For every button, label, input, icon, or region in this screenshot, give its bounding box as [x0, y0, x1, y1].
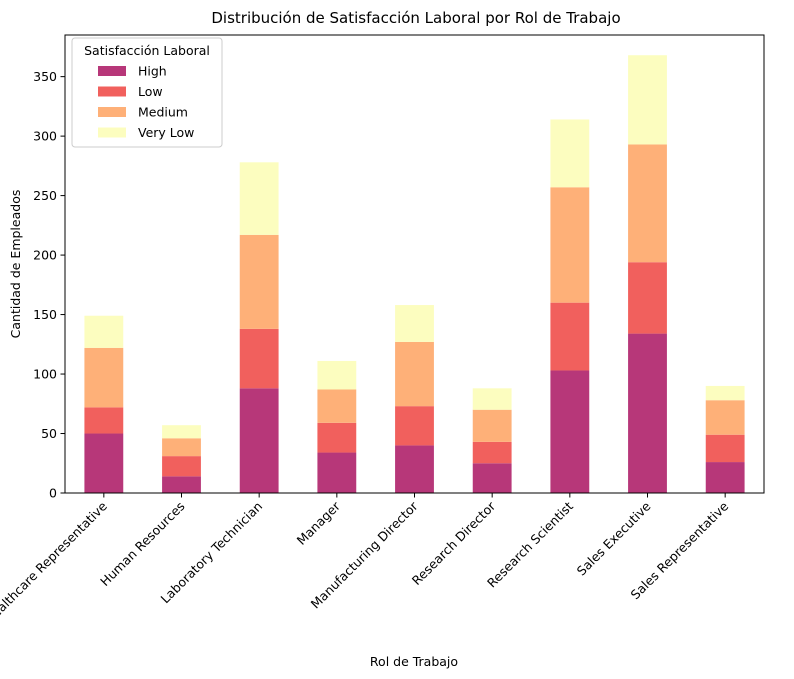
bar-medium-7 [628, 144, 667, 263]
y-axis-title: Cantidad de Empleados [8, 190, 23, 339]
bar-low-6 [550, 302, 590, 371]
bar-high-3 [317, 452, 357, 493]
axes-frame [64, 34, 765, 494]
x-tick-label: Healthcare Representative [0, 498, 110, 627]
legend-label: High [138, 64, 167, 79]
y-tick-label: 0 [49, 486, 57, 501]
legend-swatch [98, 107, 126, 117]
x-axis-title: Rol de Trabajo [370, 654, 458, 669]
bar-high-2 [239, 388, 279, 493]
x-tick-label: Research Director [409, 498, 499, 588]
legend-swatch [98, 86, 126, 97]
y-tick-label: 150 [33, 307, 57, 322]
bar-low-7 [628, 262, 667, 334]
bar-low-1 [162, 456, 201, 477]
bar-very-low-8 [705, 385, 745, 401]
legend-label: Medium [138, 105, 188, 120]
bar-medium-5 [472, 409, 512, 442]
legend-swatch [98, 66, 126, 76]
bar-high-6 [550, 370, 590, 493]
y-tick-label: 250 [33, 188, 57, 203]
x-tick-label: Research Scientist [484, 498, 576, 590]
bar-very-low-3 [317, 360, 357, 390]
bar-low-3 [317, 422, 357, 453]
legend-label: Very Low [138, 125, 194, 140]
legend-label: Low [138, 84, 163, 99]
bar-medium-1 [162, 438, 201, 457]
bar-high-0 [84, 433, 124, 493]
bar-very-low-5 [472, 388, 512, 410]
bar-high-8 [705, 462, 745, 493]
y-tick-label: 350 [33, 69, 57, 84]
x-tick-label: Manager [294, 498, 344, 548]
bar-very-low-7 [628, 55, 667, 145]
bar-very-low-6 [550, 119, 590, 188]
bar-medium-6 [550, 187, 590, 303]
bar-low-0 [84, 407, 124, 434]
bar-very-low-2 [239, 162, 279, 235]
bar-medium-3 [317, 389, 357, 423]
y-tick-label: 50 [41, 426, 57, 441]
legend: Satisfacción Laboral High Low Medium Very Lo… [71, 37, 223, 148]
y-tick-label: 100 [33, 367, 57, 382]
bar-high-4 [395, 445, 434, 493]
y-tick-label: 300 [33, 129, 57, 144]
x-tick-label: Human Resources [97, 499, 187, 589]
chart-title: Distribución de Satisfacción Laboral por… [211, 9, 620, 27]
y-tick-label: 200 [33, 248, 57, 263]
bar-medium-4 [395, 341, 434, 407]
legend-swatch [98, 127, 126, 138]
bar-high-7 [628, 333, 667, 493]
bar-medium-2 [239, 234, 279, 329]
x-tick-label: Sales Executive [574, 498, 654, 578]
bar-medium-8 [705, 400, 745, 435]
bar-low-5 [472, 441, 512, 464]
bar-medium-0 [84, 347, 124, 408]
legend-box [71, 37, 223, 148]
bar-very-low-4 [395, 305, 434, 342]
bar-low-4 [395, 406, 434, 446]
bar-low-8 [705, 434, 745, 463]
bar-low-2 [239, 328, 279, 389]
bar-very-low-1 [162, 425, 201, 439]
bar-high-5 [472, 463, 512, 493]
bar-high-1 [162, 476, 201, 493]
legend-title: Satisfacción Laboral [84, 43, 210, 58]
bar-very-low-0 [84, 315, 124, 348]
